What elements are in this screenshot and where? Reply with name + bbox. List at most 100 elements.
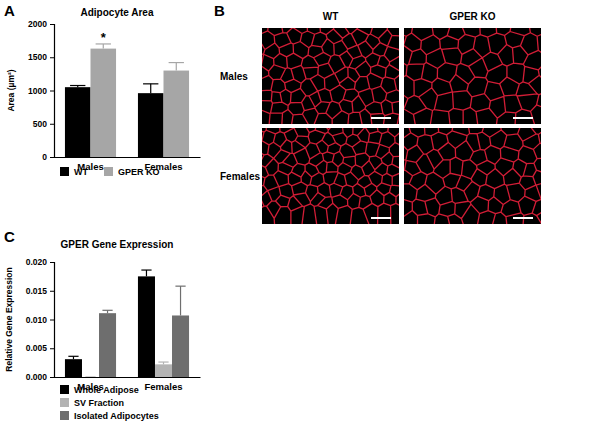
- tick-label: 2000: [28, 19, 47, 29]
- legend-label: Whole Adipose: [74, 385, 139, 395]
- scale-bar: [371, 117, 391, 119]
- tick-mark: [50, 348, 54, 349]
- legend-swatch: [60, 398, 69, 407]
- image-panel: BWTGPER KOMalesFemales: [214, 2, 561, 244]
- legend: WT GPER KO: [60, 167, 160, 177]
- y-tick: 1500: [28, 52, 54, 62]
- annotation: *: [101, 30, 107, 45]
- error-bar: [70, 86, 85, 88]
- y-tick: 0.020: [26, 257, 54, 267]
- scale-bar: [513, 217, 533, 219]
- bar-series: [85, 362, 172, 377]
- error-bar: [68, 356, 78, 359]
- bar: [65, 359, 82, 377]
- legend-label: WT: [74, 167, 88, 177]
- cell-outlines: [404, 28, 541, 124]
- legend: Whole Adipose SV Fraction Isolated Adipocy…: [60, 385, 159, 421]
- micrograph: [262, 128, 399, 224]
- tick-mark: [50, 157, 54, 158]
- page: {"chart_data": [ {"panel": "A", "type": …: [0, 0, 600, 438]
- bar: [65, 87, 91, 157]
- y-tick: 0.000: [26, 372, 54, 382]
- error-bar: [169, 63, 184, 71]
- legend-label: SV Fraction: [74, 398, 124, 408]
- row-label: Females: [220, 171, 260, 182]
- error-bar-cap: [102, 310, 112, 311]
- tick-mark: [50, 320, 54, 321]
- error-bar-cap: [169, 62, 184, 63]
- error-bar-cap: [143, 83, 158, 84]
- legend-swatch: [60, 411, 69, 420]
- y-tick: 0.005: [26, 343, 54, 353]
- bar: [82, 377, 99, 378]
- plot-area: [65, 270, 189, 377]
- error-bar-cap: [141, 269, 151, 270]
- legend-item: Whole Adipose: [60, 385, 139, 395]
- cell-outlines: [262, 28, 399, 124]
- error-bar: [102, 310, 112, 313]
- tick-mark: [50, 377, 54, 378]
- legend-swatch: [60, 385, 69, 394]
- y-tick: 0.015: [26, 286, 54, 296]
- chart-title: Adipocyte Area: [81, 7, 154, 18]
- tick-label: 0.005: [26, 343, 48, 353]
- tick-label: 1500: [28, 52, 47, 62]
- y-axis-title: Relative Gene Expression: [4, 267, 14, 371]
- y-tick: 1000: [28, 86, 54, 96]
- y-axis: 0500100015002000: [28, 19, 54, 162]
- legend-label: GPER KO: [118, 167, 160, 177]
- tick-label: 0.020: [26, 257, 48, 267]
- error-bar: [85, 377, 95, 378]
- error-bar-cap: [85, 376, 95, 377]
- error-bar: [175, 286, 185, 315]
- axis-line: [50, 263, 55, 378]
- error-bar: [143, 84, 158, 93]
- bar-series: [65, 270, 155, 377]
- legend-label: Isolated Adipocytes: [74, 411, 159, 421]
- tick-mark: [50, 262, 54, 263]
- cell-outlines: [262, 128, 399, 224]
- bar: [164, 71, 190, 157]
- legend-item: SV Fraction: [60, 398, 124, 408]
- bar: [172, 315, 189, 377]
- tick-mark: [50, 91, 54, 92]
- error-bar: [141, 270, 151, 276]
- bar-series: [91, 44, 190, 157]
- tick-label: 0.000: [26, 372, 48, 382]
- row-label: Males: [220, 71, 248, 82]
- error-bar-cap: [68, 356, 78, 357]
- bar-series: [99, 286, 189, 377]
- bar: [155, 364, 172, 377]
- legend-item: WT: [60, 167, 88, 177]
- legend-swatch: [60, 167, 69, 176]
- panel-label: C: [4, 228, 15, 245]
- error-bar-cap: [175, 286, 185, 287]
- y-tick: 0.010: [26, 315, 54, 325]
- axis-line: [50, 25, 55, 158]
- error-bar: [158, 362, 168, 364]
- y-axis: 0.000 0.005 0.010 0.015 0.020: [26, 257, 55, 382]
- y-tick: 0: [42, 152, 54, 162]
- tick-label: 1000: [28, 86, 47, 96]
- scale-bar: [371, 217, 391, 219]
- error-bar-stem: [180, 286, 181, 315]
- micrograph: [404, 128, 541, 224]
- bar-chart-panel: C GPER Gene Expression 0.000 0.005 0.010 0.01…: [4, 228, 201, 421]
- bar: [138, 276, 155, 377]
- axis-line: [55, 377, 201, 378]
- y-tick: 2000: [28, 19, 54, 29]
- chart-title: GPER Gene Expression: [61, 239, 174, 250]
- axis-line: [55, 157, 201, 158]
- tick-mark: [50, 57, 54, 58]
- x-tick: Females: [144, 381, 182, 392]
- tick-label: 0: [42, 152, 47, 162]
- bar-chart-panel: AAdipocyte Area0500100015002000MalesFema…: [4, 2, 201, 177]
- tick-label: 0.010: [26, 315, 48, 325]
- legend-item: Isolated Adipocytes: [60, 411, 159, 421]
- micrograph: [404, 28, 541, 124]
- bar: [99, 313, 116, 377]
- figure: AAdipocyte Area0500100015002000MalesFema…: [0, 0, 600, 438]
- error-bar-stem: [150, 84, 151, 93]
- panel-label: B: [214, 2, 225, 19]
- tick-mark: [50, 24, 54, 25]
